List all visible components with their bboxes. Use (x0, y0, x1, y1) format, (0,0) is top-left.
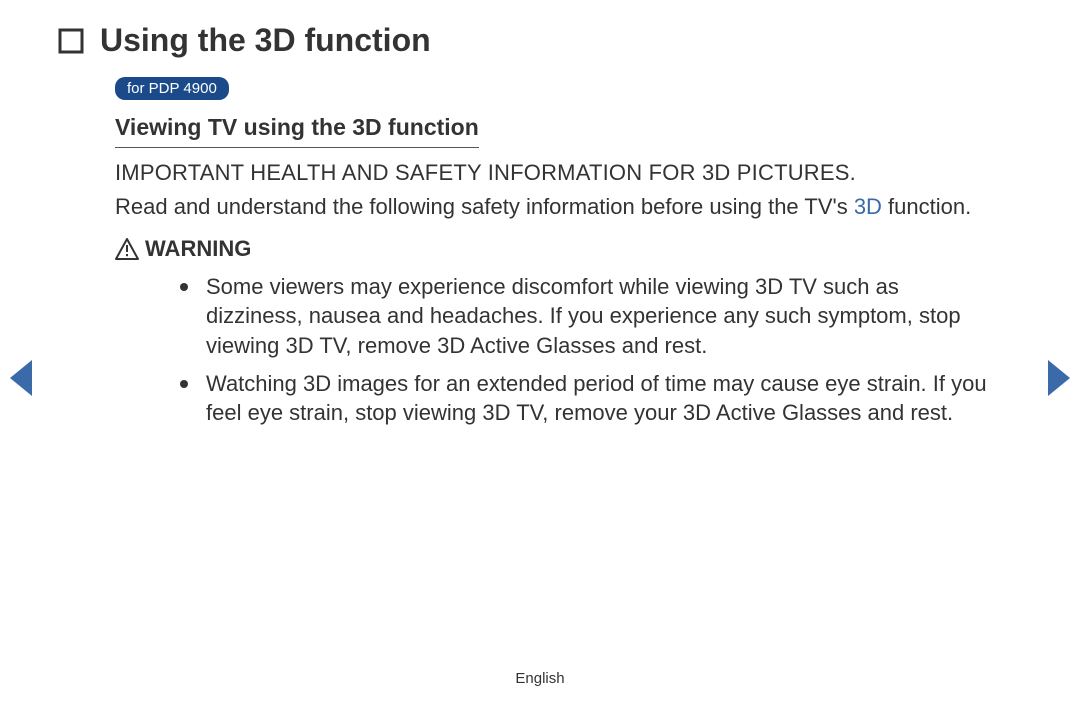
content-block: IMPORTANT HEALTH AND SAFETY INFORMATION … (115, 160, 1000, 222)
footer-language: English (0, 670, 1080, 687)
warning-bullets: Some viewers may experience discomfort w… (202, 272, 990, 428)
subheading: Viewing TV using the 3D function (115, 114, 479, 148)
intro-3d-accent: 3D (854, 194, 882, 219)
bullet-item: Some viewers may experience discomfort w… (202, 272, 990, 361)
document-page: Using the 3D function for PDP 4900 Viewi… (0, 0, 1080, 705)
badge-label: for PDP 4900 (115, 77, 229, 100)
page-title: Using the 3D function (100, 22, 431, 59)
warning-row: WARNING (115, 236, 1010, 262)
next-page-button[interactable] (1048, 360, 1070, 396)
important-line: IMPORTANT HEALTH AND SAFETY INFORMATION … (115, 160, 1000, 186)
intro-paragraph: Read and understand the following safety… (115, 192, 1000, 222)
title-row: Using the 3D function (56, 22, 1010, 59)
warning-label: WARNING (145, 236, 251, 262)
intro-prefix: Read and understand the following safety… (115, 194, 854, 219)
model-badge: for PDP 4900 (70, 77, 1010, 114)
section-icon (56, 26, 86, 56)
prev-page-button[interactable] (10, 360, 32, 396)
warning-icon (115, 237, 139, 261)
intro-suffix: function. (882, 194, 971, 219)
bullet-item: Watching 3D images for an extended perio… (202, 369, 990, 428)
subheading-row: Viewing TV using the 3D function (70, 114, 1010, 160)
